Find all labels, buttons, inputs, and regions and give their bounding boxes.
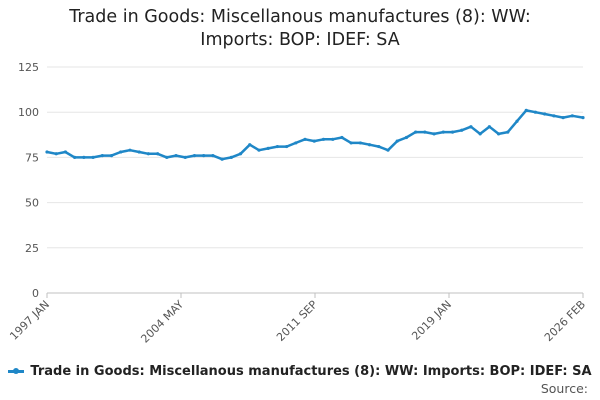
x-tick-label: 2004 MAY [138,298,186,346]
chart-title-line-2: Imports: BOP: IDEF: SA [200,30,400,50]
data-point [128,148,132,152]
data-point [266,146,270,150]
data-point [109,153,114,158]
data-point [377,144,381,149]
data-point [432,132,436,136]
data-point [174,153,178,158]
data-point [487,125,491,129]
data-point [570,114,574,118]
data-point [100,153,104,158]
data-point [91,155,95,159]
data-point [220,157,224,161]
data-point [331,137,335,141]
data-point [146,152,150,156]
data-point [54,152,58,156]
y-tick-label: 125 [18,61,39,74]
data-point [45,150,49,154]
plot-area [45,108,585,161]
x-axis: 1997 JAN 2004 MAY 2011 SEP 2019 JAN 2026 FEB [7,293,588,346]
data-point [192,153,197,158]
data-point [285,144,289,149]
data-point [137,150,141,154]
data-point [312,139,316,143]
data-point [441,130,445,134]
y-tick-label: 50 [25,197,39,210]
data-point [450,130,455,134]
data-point [202,153,206,158]
data-point [119,150,123,154]
data-point [561,116,565,120]
legend[interactable]: Trade in Goods: Miscellanous manufacture… [0,364,600,379]
data-point [414,130,418,134]
data-point [524,108,528,112]
data-point [469,125,473,129]
chart-title-line-1: Trade in Goods: Miscellanous manufacture… [69,7,531,27]
x-tick-label: 2019 JAN [409,298,454,343]
data-point [321,137,326,141]
data-point [183,155,187,159]
data-point [423,130,427,134]
legend-swatch [8,368,25,374]
series-line [46,109,584,161]
gridlines [47,66,583,294]
data-point [543,112,547,116]
data-point [404,135,409,140]
data-point [248,143,252,147]
data-point [82,155,86,159]
y-axis: 0 25 50 75 100 125 [18,61,39,300]
data-point [73,155,77,159]
data-point [349,141,353,145]
data-point [496,132,501,136]
data-point [229,155,233,159]
data-point [395,139,399,143]
data-point [358,141,362,145]
x-tick-label: 1997 JAN [7,298,52,343]
data-point [552,114,556,118]
chart-title: Trade in Goods: Miscellanous manufacture… [0,6,600,52]
data-point [303,137,307,141]
y-tick-label: 75 [25,151,39,164]
legend-label: Trade in Goods: Miscellanous manufacture… [30,364,592,379]
data-point [63,150,68,154]
data-point [367,143,372,147]
data-point [165,155,169,159]
data-point [257,148,261,152]
data-point [478,132,482,136]
y-tick-label: 100 [18,106,39,119]
data-point [340,135,344,140]
x-tick-label: 2026 FEB [542,298,588,344]
x-tick-label: 2011 SEP [274,298,320,344]
data-point [155,152,160,156]
source-label: Source: [540,381,588,396]
data-point [515,119,519,123]
data-point [506,130,510,134]
data-point [211,153,215,158]
y-tick-label: 0 [32,287,39,300]
y-tick-label: 25 [25,242,39,255]
data-point [238,152,243,156]
data-point [294,141,298,145]
data-point [460,128,464,132]
data-point [533,110,538,114]
data-point [386,148,390,152]
data-point [581,116,585,120]
data-point [275,144,279,149]
